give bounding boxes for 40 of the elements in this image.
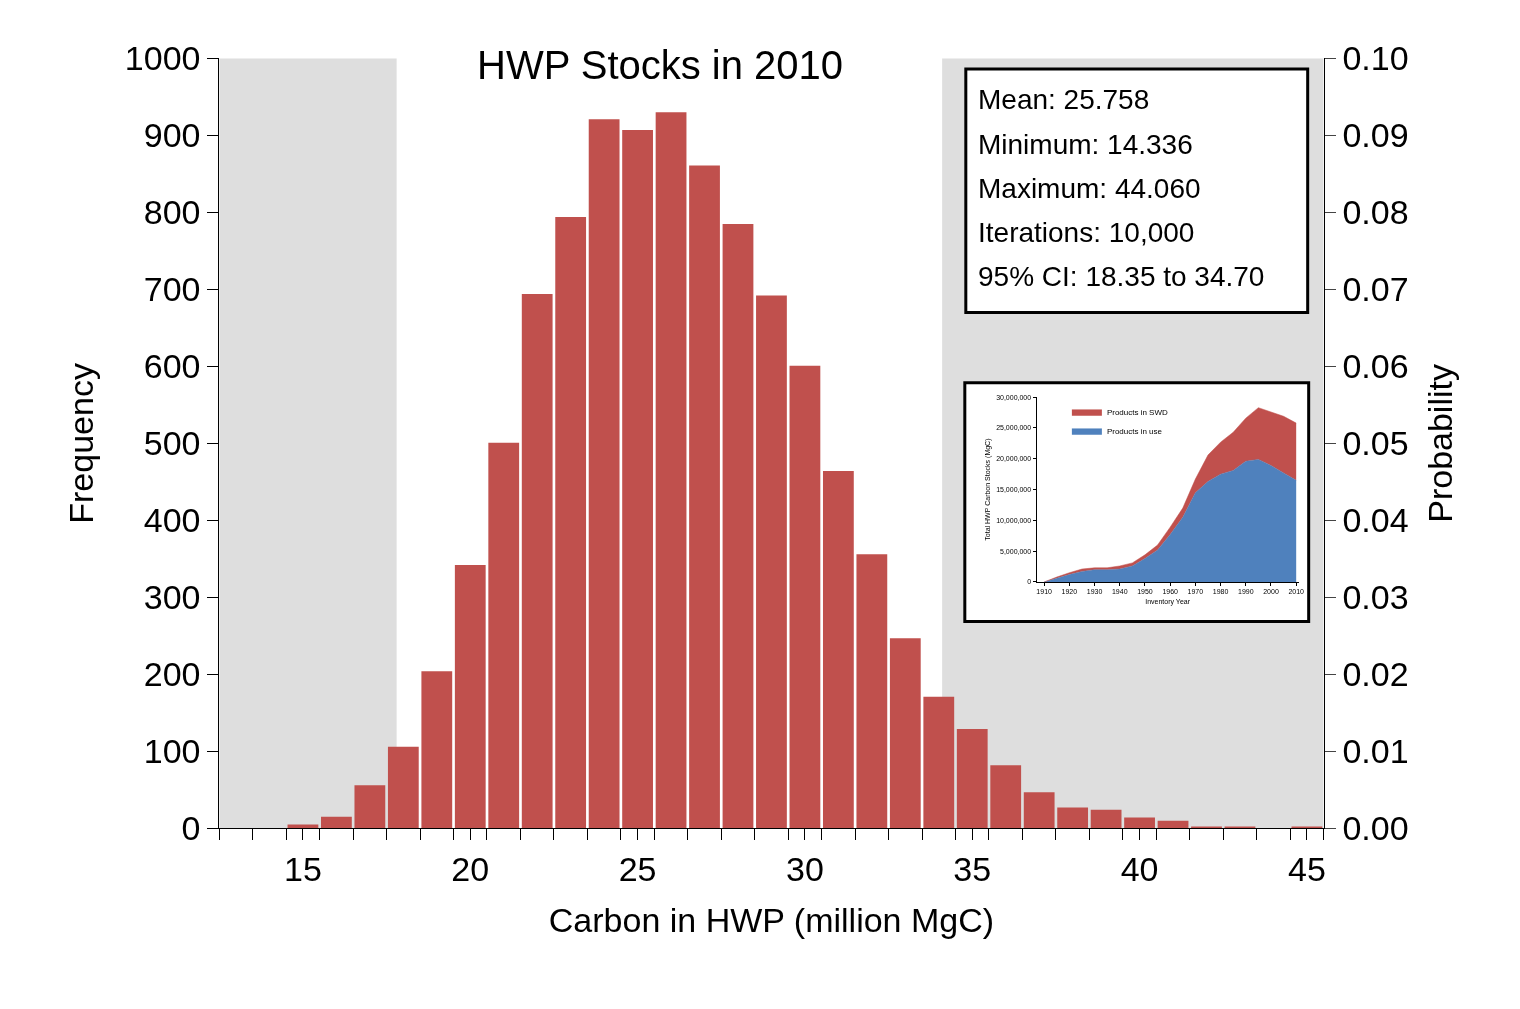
y2-tick-label: 0.03 (1342, 578, 1409, 617)
y-tick-label: 1000 (124, 39, 201, 78)
y-tick-label: 300 (143, 578, 201, 617)
x-tick-label: 20 (451, 850, 490, 889)
y2-tick-label: 0.10 (1342, 39, 1409, 78)
annotation: Iterations: 10,000 (978, 217, 1195, 248)
y2-tick-label: 0.06 (1342, 347, 1409, 386)
y2-tick-label: 0.08 (1342, 193, 1409, 232)
y-tick-label: 0 (181, 809, 201, 848)
y-tick-label: 900 (143, 116, 201, 155)
y-axis-title: Frequency (62, 363, 101, 524)
y2-tick-label: 0.05 (1342, 424, 1409, 463)
annotation: Maximum: 44.060 (978, 173, 1201, 204)
chart-title: HWP Stocks in 2010 (477, 43, 844, 87)
y-tick-label: 100 (143, 732, 201, 771)
x-tick-label: 15 (284, 850, 322, 889)
y2-tick-label: 0.01 (1342, 732, 1409, 771)
y-tick-label: 800 (143, 193, 201, 232)
legend-label: Products in SWD (1106, 407, 1169, 417)
y2-axis-title: Probability (1421, 364, 1460, 523)
x-tick-label: 40 (1120, 850, 1159, 889)
y-tick-label: 500 (143, 424, 201, 463)
legend-label: Products in use (1106, 426, 1163, 436)
annotation: 95% CI: 18.35 to 34.70 (978, 261, 1265, 292)
y2-tick-label: 0.07 (1342, 270, 1409, 309)
y-tick-label: 700 (143, 270, 201, 309)
y2-tick-label: 0.00 (1342, 809, 1409, 848)
y-tick-label: 600 (143, 347, 201, 386)
y2-tick-label: 0.04 (1342, 501, 1409, 540)
y-tick-label: 400 (143, 501, 201, 540)
y2-tick-label: 0.09 (1342, 116, 1409, 155)
x-axis-title: Carbon in HWP (million MgC) (548, 900, 995, 939)
x-tick-label: 35 (953, 850, 992, 889)
annotation: Minimum: 14.336 (978, 129, 1193, 160)
y-tick-label: 200 (143, 655, 201, 694)
y2-tick-label: 0.02 (1342, 655, 1409, 694)
annotation: Mean: 25.758 (978, 84, 1150, 115)
x-tick-label: 30 (786, 850, 824, 889)
x-tick-label: 25 (618, 850, 657, 889)
x-tick-label: 45 (1287, 850, 1326, 889)
